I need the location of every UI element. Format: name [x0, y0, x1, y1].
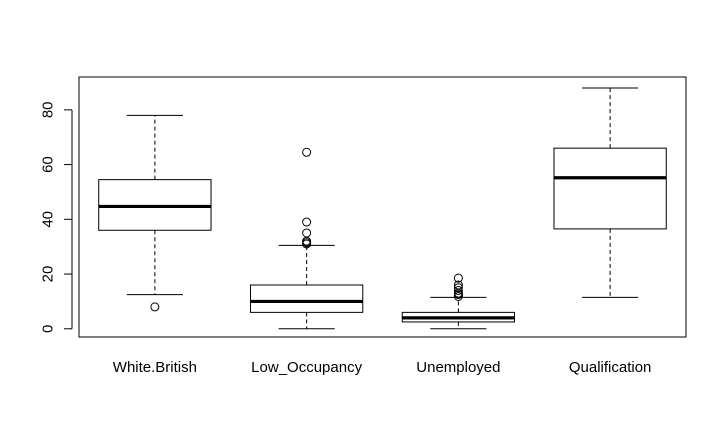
- y-axis: 0 20 40 60 80: [40, 101, 73, 333]
- outlier-point: [453, 273, 463, 283]
- outlier-point: [453, 285, 463, 295]
- category-label: Qualification: [569, 359, 652, 376]
- box-white-british: [98, 114, 212, 312]
- y-tick-label: 20: [40, 266, 57, 283]
- box-qualification: [553, 87, 667, 298]
- category-label: White.British: [113, 359, 197, 376]
- y-tick-label: 80: [40, 101, 57, 118]
- box-low-occupancy: [249, 147, 364, 330]
- box-unemployed: [401, 273, 516, 330]
- iqr-box: [249, 284, 364, 313]
- outlier-point: [150, 302, 160, 312]
- y-tick-label: 0: [40, 325, 57, 333]
- y-tick-label: 60: [40, 156, 57, 173]
- outlier-point: [302, 228, 312, 238]
- outlier-point: [453, 280, 463, 290]
- boxes: [98, 87, 667, 330]
- y-tick-label: 40: [40, 211, 57, 228]
- iqr-box: [553, 147, 667, 230]
- category-label: Low_Occupancy: [251, 359, 362, 376]
- outlier-point: [302, 217, 312, 227]
- x-axis-labels: White.British Low_Occupancy Unemployed Qual…: [113, 359, 652, 376]
- outlier-point: [453, 283, 463, 293]
- plot-frame: [78, 76, 687, 338]
- outlier-point: [302, 147, 312, 157]
- category-label: Unemployed: [416, 359, 500, 376]
